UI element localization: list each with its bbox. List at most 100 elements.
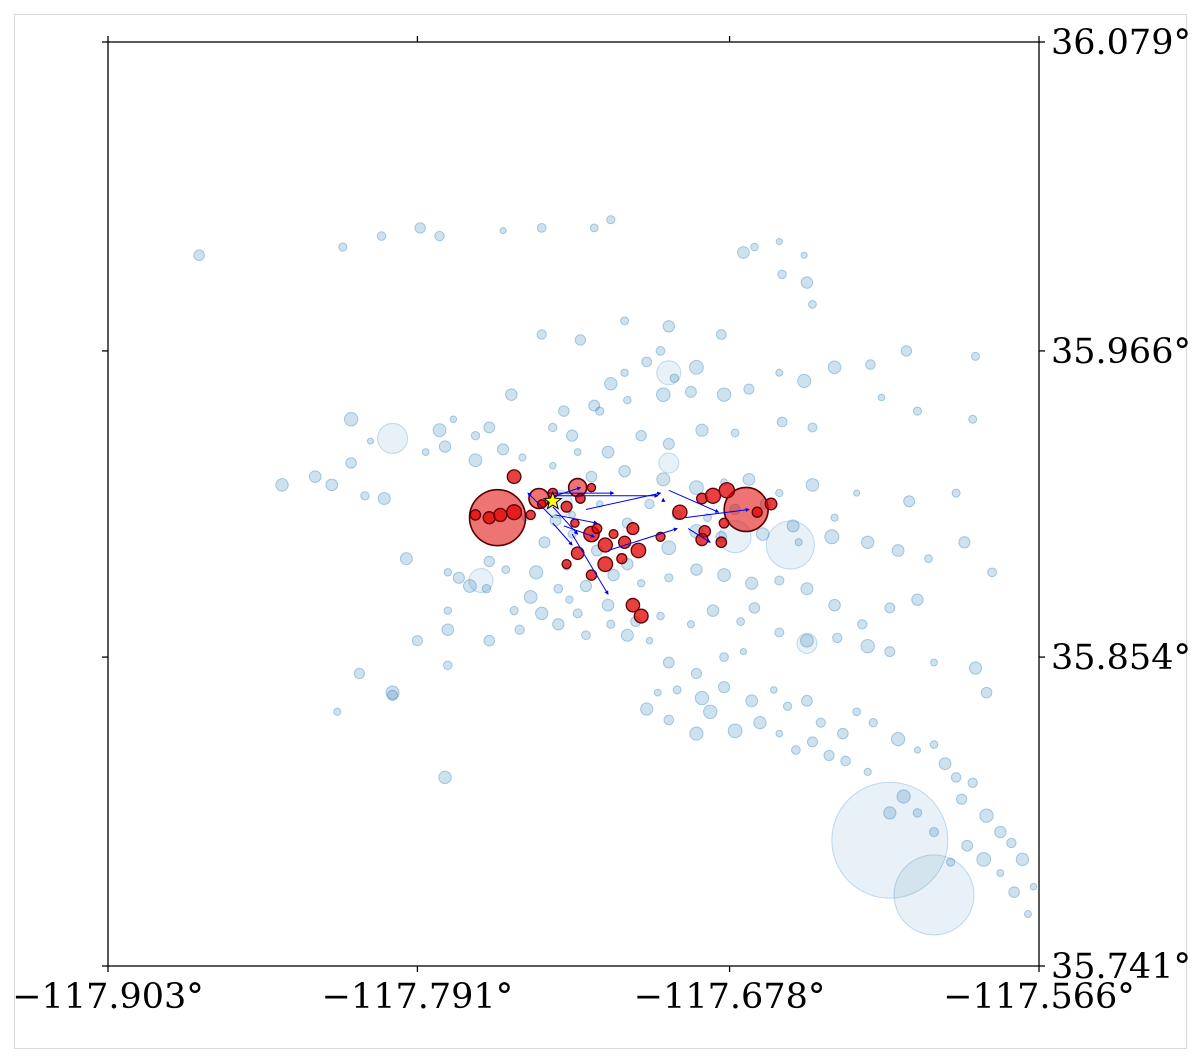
background-event-point [656,611,665,621]
background-event-point [950,772,962,783]
cluster-event-point [586,482,597,493]
background-event-point [483,555,495,568]
background-events-layer [193,215,1038,936]
x-tick-label: −117.791° [322,977,514,1017]
cluster-event-point [597,556,614,573]
background-event-point [1029,882,1038,891]
figure-frame: −117.903° −117.791° −117.678° −117.566° 35.7… [14,14,1188,1049]
background-event-point [924,554,933,564]
background-event-point [750,242,759,252]
background-event-point [536,222,547,233]
background-event-point [574,334,587,346]
cluster-event-point [617,535,632,549]
background-event-point [715,329,727,340]
cluster-event-point [608,529,619,540]
background-event-point [727,723,743,739]
background-event-point [663,714,675,726]
background-event-point [739,648,748,656]
background-event-point [856,619,868,630]
background-event-point [1006,837,1017,849]
background-event-point [832,632,843,644]
background-event-point [333,707,342,716]
background-event-point [976,851,992,867]
x-tick-label: −117.566° [943,977,1135,1017]
background-event-point [566,429,579,442]
background-event-point [573,448,582,456]
background-event-point [655,387,671,402]
background-event-point [815,717,826,728]
background-event-point [635,429,647,442]
background-event-point [601,598,615,612]
background-event-point [745,576,759,590]
background-event-point [620,628,634,642]
background-event-point [496,443,510,456]
background-event-point [414,222,426,234]
background-event-point [499,227,507,235]
background-event-point [800,251,808,259]
background-event-point [684,385,697,398]
background-event-point [443,568,453,577]
background-event-point [860,638,875,654]
background-event-point [572,608,583,619]
background-event-point [903,495,916,508]
cluster-event-point [704,487,722,504]
background-event-point [861,535,875,549]
background-event-point [662,437,675,450]
background-event-point [774,575,785,586]
background-event-point [689,359,704,375]
trigger-arrow [563,525,596,538]
x-tick-label: −117.903° [15,977,204,1017]
background-event-point [421,448,430,456]
background-event-point [690,667,703,680]
background-event-point [928,826,940,838]
background-event-point [912,808,923,818]
background-event-point [994,825,1007,839]
background-event-point [536,329,547,340]
background-event-point [775,237,783,246]
cluster-event-point [672,504,688,520]
cluster-event-point [626,522,640,536]
background-event-point [658,452,680,474]
background-event-point [961,839,974,852]
background-event-point [801,694,813,707]
cluster-event-point [718,517,730,529]
background-event-point [884,646,896,658]
background-event-point [900,345,913,357]
background-event-point [483,634,496,647]
background-event-point [852,707,862,717]
background-event-point [606,619,616,629]
background-event-point [656,472,671,487]
background-event-point [438,440,452,453]
background-event-point [604,377,618,391]
background-event-point [432,423,447,438]
background-event-point [470,430,481,441]
background-event-point [463,579,477,593]
background-event-point [686,620,696,629]
mainshock-layer [542,490,563,510]
background-event-point [585,470,598,483]
background-event-point [891,732,906,747]
background-event-point [830,513,839,522]
x-tick-label: −117.678° [634,977,826,1017]
cluster-event-point [630,542,647,559]
background-event-point [505,388,518,401]
background-event-point [745,694,759,708]
background-event-point [797,373,812,389]
background-event-point [979,808,994,823]
background-event-point [523,590,538,604]
background-event-point [716,387,732,402]
background-event-point [938,757,952,771]
background-event-point [736,617,746,626]
background-event-point [399,552,413,566]
background-event-point [930,658,938,667]
background-event-point [717,568,731,582]
trigger-arrow [685,507,750,519]
cluster-event-point [506,504,523,521]
background-event-point [620,316,630,326]
background-event-point [877,393,886,402]
background-event-point [883,806,897,820]
background-event-point [807,422,818,433]
background-event-point [730,428,740,438]
background-event-point [656,360,682,386]
cluster-event-point [536,499,547,509]
